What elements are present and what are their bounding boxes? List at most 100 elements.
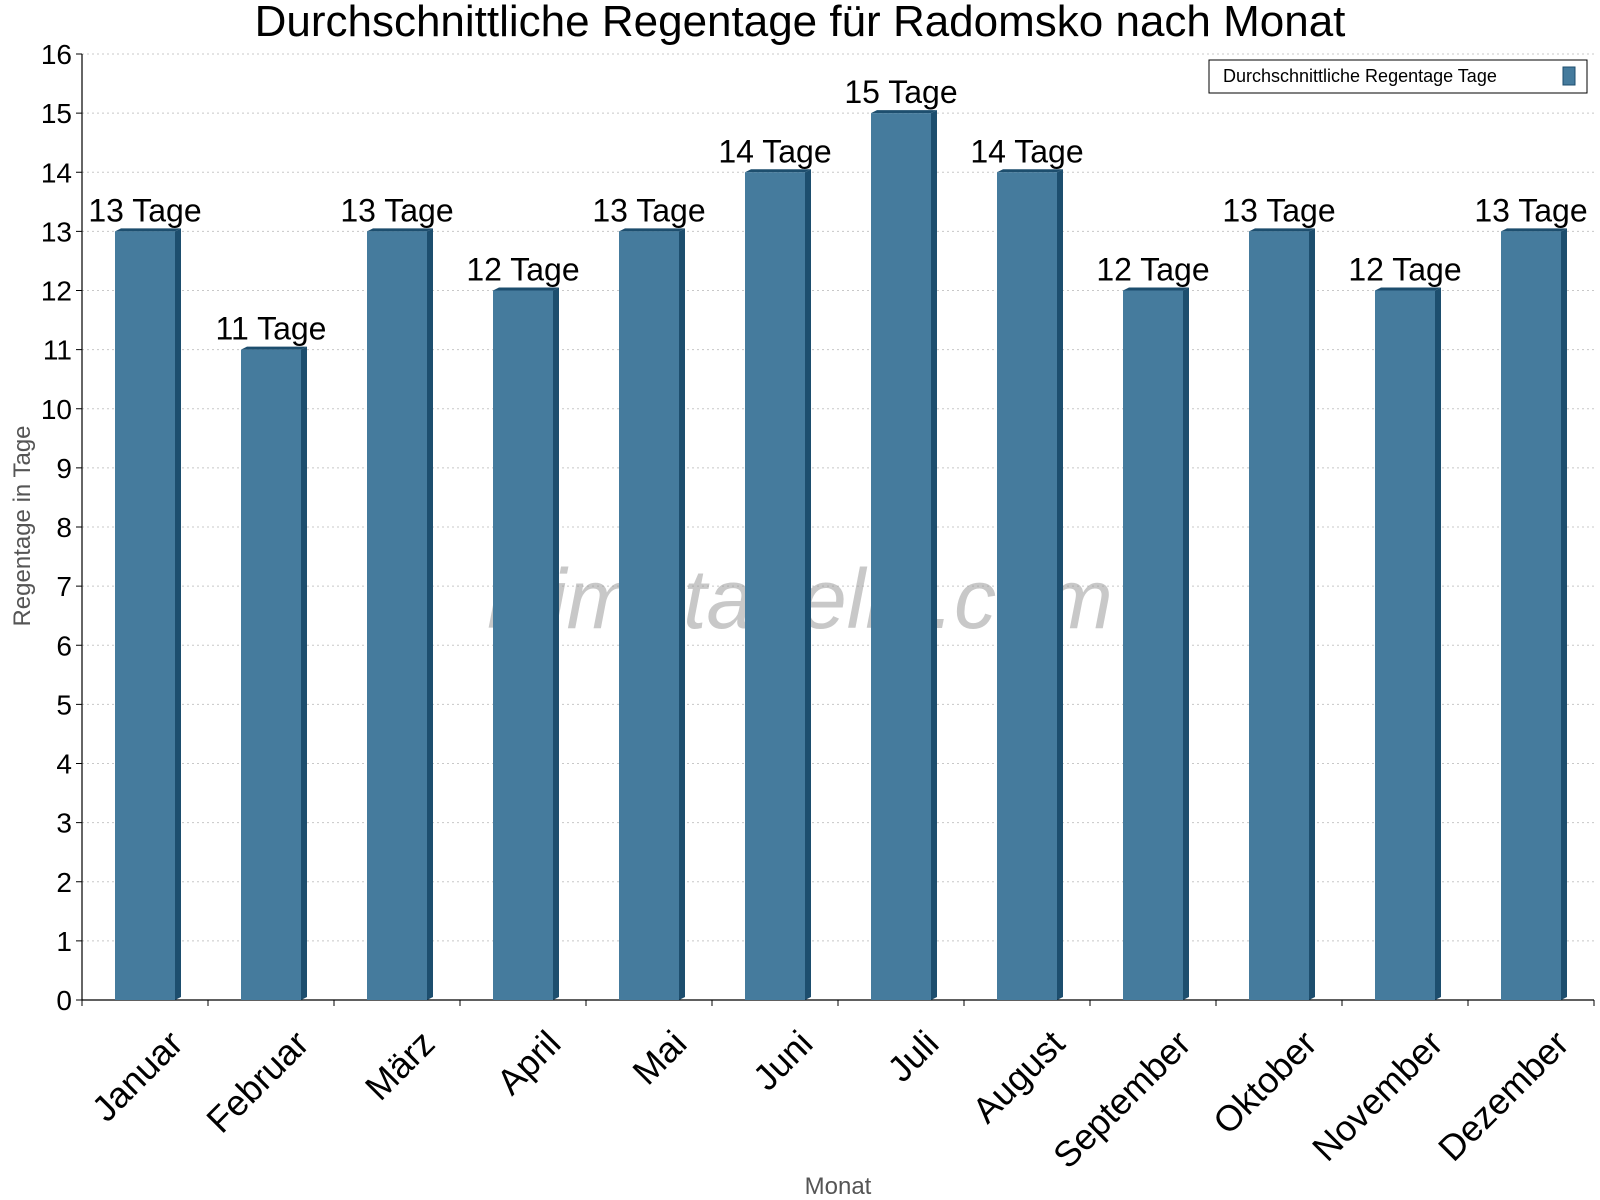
bar-februar	[241, 346, 307, 1000]
y-tick-label: 15	[41, 98, 72, 129]
bar-top	[1123, 287, 1189, 291]
bar-side	[931, 110, 937, 1000]
data-label: 12 Tage	[1348, 252, 1461, 288]
data-label: 13 Tage	[592, 192, 705, 228]
x-tick-label: Januar	[84, 1022, 191, 1129]
legend: Durchschnittliche Regentage Tage	[1208, 59, 1588, 94]
bar-side	[1183, 287, 1189, 1000]
data-label: 13 Tage	[1222, 192, 1335, 228]
bar-dezember	[1501, 228, 1567, 1000]
bar-top	[241, 346, 307, 350]
bar-märz	[367, 228, 433, 1000]
x-tick-label: Mai	[624, 1022, 694, 1092]
bar-side	[553, 287, 559, 1000]
bar-side	[805, 169, 811, 1000]
bar-top	[493, 287, 559, 291]
x-tick-label: April	[489, 1022, 569, 1102]
legend-box	[1208, 59, 1588, 94]
y-tick-label: 11	[43, 335, 72, 366]
bar-juni	[745, 169, 811, 1000]
bar-top	[1501, 228, 1567, 232]
y-tick-label: 3	[56, 808, 72, 839]
y-tick-label: 9	[56, 453, 72, 484]
chart-title: Durchschnittliche Regentage für Radomsko…	[255, 0, 1346, 46]
bar-oktober	[1249, 228, 1315, 1000]
bar-top	[871, 110, 937, 114]
bar-mai	[619, 228, 685, 1000]
data-label: 12 Tage	[1096, 252, 1209, 288]
y-tick-label: 2	[56, 867, 72, 898]
bar-front	[1375, 290, 1435, 1000]
bar-top	[619, 228, 685, 232]
bar-side	[1057, 169, 1063, 1000]
x-tick-label: Juni	[745, 1022, 821, 1098]
y-axis-label: Regentage in Tage	[9, 425, 36, 626]
data-label: 11 Tage	[216, 311, 327, 347]
bar-top	[367, 228, 433, 232]
bar-side	[1309, 228, 1315, 1000]
bar-top	[115, 228, 181, 232]
x-tick-label: März	[357, 1022, 443, 1108]
bar-november	[1375, 287, 1441, 1000]
y-tick-label: 6	[56, 630, 72, 661]
y-tick-label: 7	[56, 571, 72, 602]
legend-label: Durchschnittliche Regentage Tage	[1223, 66, 1497, 86]
bar-side	[175, 228, 181, 1000]
y-tick-label: 0	[56, 985, 72, 1016]
bar-front	[997, 172, 1057, 1000]
y-tick-label: 4	[56, 749, 72, 780]
bar-front	[1501, 231, 1561, 1000]
bar-side	[679, 228, 685, 1000]
bar-front	[1123, 290, 1183, 1000]
data-label: 14 Tage	[718, 133, 831, 169]
data-label: 15 Tage	[844, 74, 957, 110]
y-tick-label: 12	[41, 276, 72, 307]
bar-front	[1249, 231, 1309, 1000]
y-tick-label: 8	[56, 512, 72, 543]
x-tick-label: Februar	[198, 1022, 316, 1140]
bar-top	[745, 169, 811, 173]
bar-side	[427, 228, 433, 1000]
bar-front	[115, 231, 175, 1000]
bar-august	[997, 169, 1063, 1000]
data-labels: 13 Tage 11 Tage 13 Tage 12 Tage 13 Tage 14 Ta…	[88, 74, 1587, 347]
data-label: 13 Tage	[1474, 192, 1587, 228]
x-tick-label: August	[964, 1022, 1072, 1130]
bar-januar	[115, 228, 181, 1000]
y-tick-label: 16	[41, 39, 72, 70]
bar-april	[493, 287, 559, 1000]
bar-juli	[871, 110, 937, 1000]
x-tick-label: Dezember	[1430, 1022, 1576, 1168]
bar-top	[997, 169, 1063, 173]
x-tick-label: Juli	[879, 1022, 946, 1089]
bar-front	[241, 349, 301, 1000]
bars	[115, 110, 1567, 1000]
y-tick-label: 13	[41, 216, 72, 247]
y-tick-label: 14	[41, 157, 72, 188]
bar-front	[493, 290, 553, 1000]
bar-side	[1561, 228, 1567, 1000]
bar-front	[619, 231, 679, 1000]
bar-september	[1123, 287, 1189, 1000]
data-label: 12 Tage	[466, 252, 579, 288]
bar-side	[301, 346, 307, 1000]
y-tick-label: 5	[56, 689, 72, 720]
data-label: 14 Tage	[970, 133, 1083, 169]
bar-front	[367, 231, 427, 1000]
bar-top	[1249, 228, 1315, 232]
data-label: 13 Tage	[88, 192, 201, 228]
y-tick-label: 10	[41, 394, 72, 425]
bar-front	[871, 113, 931, 1000]
bar-side	[1435, 287, 1441, 1000]
data-label: 13 Tage	[340, 192, 453, 228]
bar-top	[1375, 287, 1441, 291]
bar-front	[745, 172, 805, 1000]
x-tick-labels: Januar Februar März April Mai Juni Juli AugustS…	[84, 1022, 1577, 1176]
x-tick-label: November	[1304, 1022, 1450, 1168]
legend-swatch	[1562, 66, 1576, 86]
y-tick-label: 1	[56, 926, 72, 957]
x-axis-label: Monat	[805, 1173, 872, 1200]
grid-lines	[82, 53, 1594, 942]
